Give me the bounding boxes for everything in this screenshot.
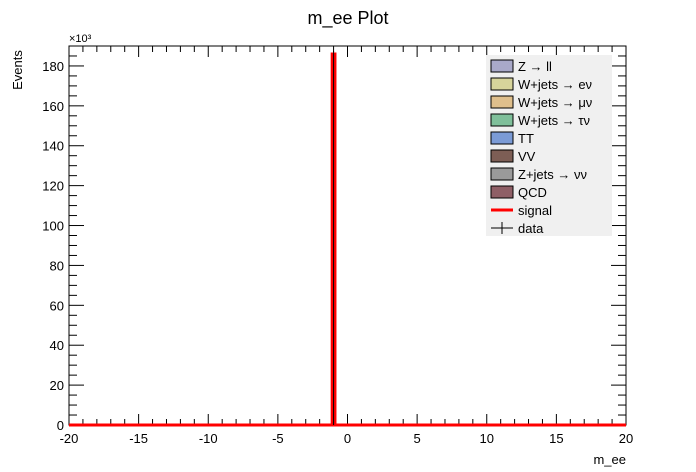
x-tick-label: 20 — [619, 431, 633, 446]
legend-swatch — [490, 95, 514, 109]
legend-label: signal — [518, 203, 552, 218]
legend-swatch — [490, 167, 514, 181]
legend-label: W+jets → τν — [518, 113, 590, 128]
x-tick-labels: -20 -15 -10 -5 0 5 10 15 20 — [60, 431, 634, 446]
legend: Z → ll W+jets → eν W+jets → μν W+jets → τν T… — [486, 55, 612, 236]
x-tick-label: 5 — [414, 431, 421, 446]
x-tick-label: -15 — [129, 431, 148, 446]
y-tick-label: 180 — [42, 59, 64, 74]
y-tick-label: 120 — [42, 179, 64, 194]
legend-label: Z+jets → νν — [518, 167, 587, 182]
y-tick-label: 140 — [42, 139, 64, 154]
x-tick-label: -10 — [199, 431, 218, 446]
legend-label: TT — [518, 131, 534, 146]
x-tick-label: 15 — [549, 431, 563, 446]
y-tick-label: 100 — [42, 219, 64, 234]
legend-label: W+jets → eν — [518, 77, 592, 92]
y-tick-label: 80 — [50, 258, 64, 273]
y-exponent-label: ×10³ — [69, 33, 92, 45]
legend-label: data — [518, 221, 544, 236]
legend-swatch — [490, 149, 514, 163]
legend-swatch — [490, 113, 514, 127]
legend-swatch — [490, 77, 514, 91]
legend-label: QCD — [518, 185, 547, 200]
y-tick-label: 60 — [50, 298, 64, 313]
y-axis-label: Events — [10, 50, 25, 90]
legend-items: Z → ll W+jets → eν W+jets → μν W+jets → τν T… — [490, 59, 592, 236]
legend-label: W+jets → μν — [518, 95, 592, 110]
legend-label: VV — [518, 149, 536, 164]
y-tick-label: 0 — [57, 418, 64, 433]
legend-swatch — [490, 59, 514, 73]
x-tick-label: -5 — [272, 431, 284, 446]
x-tick-label: 10 — [480, 431, 494, 446]
legend-label: Z → ll — [518, 59, 552, 74]
y-tick-label: 160 — [42, 99, 64, 114]
x-tick-label: -20 — [60, 431, 79, 446]
y-tick-label: 40 — [50, 338, 64, 353]
legend-swatch — [490, 185, 514, 199]
chart-title: m_ee Plot — [307, 8, 388, 29]
legend-swatch — [490, 131, 514, 145]
x-tick-label: 0 — [344, 431, 351, 446]
x-axis-label: m_ee — [593, 452, 626, 467]
y-tick-labels: 0 20 40 60 80 100 120 140 160 180 — [42, 59, 64, 433]
series-group — [69, 50, 626, 427]
y-tick-label: 20 — [50, 378, 64, 393]
